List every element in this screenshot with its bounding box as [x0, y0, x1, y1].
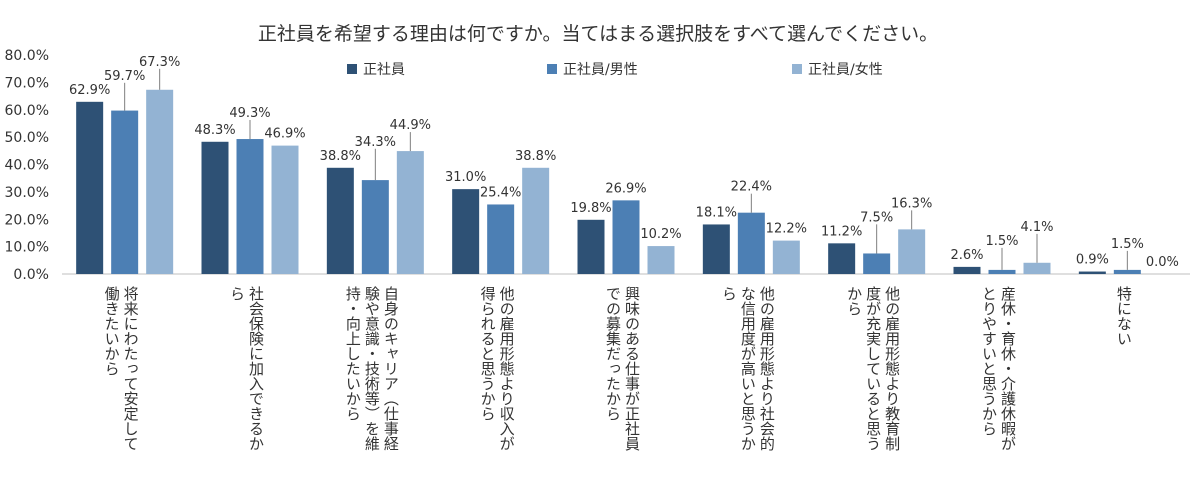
bar	[772, 240, 800, 274]
category-label: 社会保険に加入できるか ら	[228, 286, 265, 451]
y-tick-label: 70.0%	[5, 75, 49, 91]
y-tick-label: 60.0%	[5, 103, 49, 119]
bar	[236, 139, 264, 274]
value-label: 1.5%	[985, 234, 1018, 249]
category-label: 自身のキャリア（仕事経 験や意識・技術等）を維 持・向上したいから	[344, 286, 400, 451]
value-label: 49.3%	[229, 106, 270, 121]
value-label: 11.2%	[821, 224, 862, 239]
legend: 正社員 正社員/男性 正社員/女性	[347, 61, 883, 78]
value-label: 1.5%	[1111, 237, 1144, 252]
legend-label: 正社員/女性	[808, 61, 883, 78]
y-tick-label: 40.0%	[5, 158, 49, 174]
bar	[737, 212, 765, 274]
value-label: 31.0%	[445, 170, 486, 185]
bar	[146, 89, 174, 274]
value-label: 10.2%	[640, 227, 681, 242]
bar	[702, 224, 730, 274]
legend-label: 正社員/男性	[563, 62, 638, 78]
legend-label: 正社員	[363, 62, 405, 78]
category-label: 特にない	[1115, 286, 1133, 346]
value-label: 38.8%	[320, 149, 361, 164]
category-label: 将来にわたって安定して 働きたいから	[103, 286, 140, 451]
value-label: 2.6%	[950, 248, 983, 263]
bar	[271, 145, 299, 274]
value-label: 67.3%	[139, 55, 180, 70]
bar	[1023, 262, 1051, 274]
x-axis: 将来にわたって安定して 働きたいから 社会保険に加入できるか ら 自身のキャリア（仕…	[103, 286, 1133, 451]
value-label: 7.5%	[860, 210, 893, 225]
bar	[522, 167, 550, 274]
y-tick-label: 50.0%	[5, 130, 49, 146]
value-label: 44.9%	[390, 118, 431, 133]
value-label: 22.4%	[731, 180, 772, 195]
y-tick-label: 30.0%	[5, 185, 49, 201]
bar	[487, 204, 515, 274]
bar	[863, 253, 891, 274]
bars	[76, 89, 1141, 274]
value-label: 62.9%	[69, 83, 110, 98]
y-tick-label: 10.0%	[5, 240, 49, 256]
bar	[1113, 269, 1141, 274]
value-label: 0.9%	[1076, 253, 1109, 268]
value-label: 4.1%	[1020, 220, 1053, 235]
category-label: 他の雇用形態より社会的 な信用度が高いと思うか ら	[720, 286, 776, 451]
category-label: 興味のある仕事が正社員 での募集だったから	[604, 286, 641, 451]
value-labels: 62.9%59.7%67.3%48.3%49.3%46.9%38.8%34.3%…	[69, 55, 1179, 270]
value-label: 0.0%	[1146, 255, 1179, 270]
bar	[953, 266, 981, 274]
value-label: 16.3%	[891, 196, 932, 211]
value-label: 26.9%	[605, 181, 646, 196]
y-tick-label: 0.0%	[13, 267, 49, 283]
legend-swatch	[792, 64, 802, 74]
value-label: 38.8%	[515, 149, 556, 164]
value-label: 46.9%	[264, 127, 305, 142]
legend-swatch	[347, 64, 357, 74]
category-label: 他の雇用形態より収入が 得られると思うから	[479, 286, 516, 451]
value-label: 48.3%	[194, 123, 235, 138]
bar	[988, 269, 1016, 274]
bar	[828, 243, 856, 274]
value-label: 19.8%	[570, 201, 611, 216]
value-label: 12.2%	[766, 222, 807, 237]
value-label: 59.7%	[104, 69, 145, 84]
bar	[577, 219, 605, 274]
bar	[76, 101, 104, 274]
y-axis: 0.0% 10.0% 20.0% 30.0% 40.0% 50.0% 60.0% 70.0% 8…	[5, 48, 1190, 283]
value-label: 34.3%	[355, 135, 396, 150]
bar	[452, 189, 480, 274]
legend-swatch	[547, 64, 557, 74]
value-label: 25.4%	[480, 185, 521, 200]
category-label: 産休・育休・介護休暇が とりやすいと思うから	[980, 286, 1017, 451]
value-label: 18.1%	[696, 205, 737, 220]
bar	[898, 229, 926, 274]
y-tick-label: 80.0%	[5, 48, 49, 64]
bar	[396, 151, 424, 274]
chart-title: 正社員を希望する理由は何ですか。当てはまる選択肢をすべて選んでください。	[258, 23, 938, 45]
bar	[1078, 271, 1106, 274]
bar	[612, 200, 640, 274]
y-tick-label: 20.0%	[5, 212, 49, 228]
bar	[361, 180, 389, 274]
bar	[326, 167, 354, 274]
category-label: 他の雇用形態より教育制 度が充実していると思う から	[845, 286, 901, 451]
bar	[111, 110, 139, 274]
bar	[647, 246, 675, 274]
bar	[201, 141, 229, 274]
